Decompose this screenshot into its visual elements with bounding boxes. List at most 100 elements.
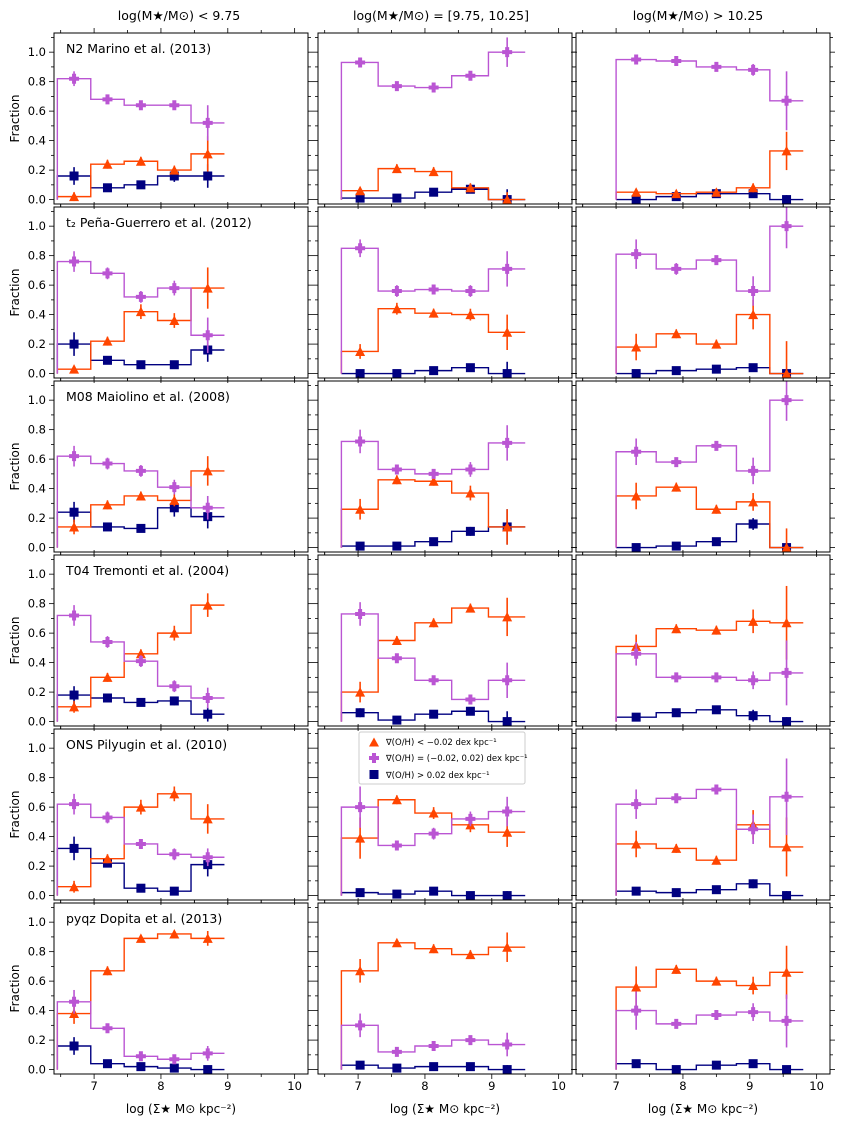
y-tick-label: 0.2 xyxy=(28,685,46,699)
marker-neg xyxy=(428,308,439,318)
marker-pos xyxy=(748,363,758,373)
marker-pos xyxy=(169,171,179,181)
marker-pos xyxy=(69,339,79,349)
marker-pos xyxy=(631,195,641,204)
marker-neg xyxy=(355,687,366,697)
panel-2-0: 0.0 0.2 0.4 0.6 0.8 1.0 M08 Maiolino et al. (2… xyxy=(28,376,313,557)
marker-neg xyxy=(781,617,792,628)
marker-flat xyxy=(748,1007,759,1018)
series-step-flat xyxy=(56,455,225,548)
marker-flat xyxy=(711,784,722,795)
marker-flat xyxy=(135,465,146,476)
marker-flat xyxy=(781,95,792,106)
y-axis-label: Fraction xyxy=(8,95,22,143)
marker-pos xyxy=(711,705,721,715)
marker-neg xyxy=(102,159,113,169)
marker-flat xyxy=(169,681,180,692)
series-step-flat xyxy=(340,806,526,896)
y-axis-label: Fraction xyxy=(8,443,22,491)
marker-neg xyxy=(502,521,513,532)
marker-neg xyxy=(711,339,722,349)
marker-pos xyxy=(102,1059,112,1069)
y-tick-label: 1.0 xyxy=(28,393,46,407)
marker-neg xyxy=(355,504,366,514)
marker-neg xyxy=(502,194,513,204)
marker-pos xyxy=(671,541,681,551)
marker-neg xyxy=(391,163,402,174)
marker-flat xyxy=(202,502,213,513)
marker-neg xyxy=(102,336,113,346)
marker-neg xyxy=(502,942,513,952)
marker-flat xyxy=(428,468,439,479)
marker-neg xyxy=(631,838,642,849)
series-step-neg xyxy=(56,470,225,548)
series-step-neg xyxy=(340,607,526,722)
marker-flat xyxy=(355,802,366,813)
plot-area xyxy=(56,251,225,374)
marker-neg xyxy=(711,855,722,865)
marker-flat xyxy=(391,1046,402,1057)
marker-neg xyxy=(631,982,642,992)
marker-neg xyxy=(748,616,759,626)
y-tick-label: 0.0 xyxy=(28,889,46,903)
marker-pos xyxy=(631,712,641,722)
plot-area xyxy=(340,425,526,551)
series-step-pos xyxy=(340,710,526,723)
marker-flat xyxy=(671,672,682,683)
marker-flat xyxy=(465,286,476,297)
panel-4-1 xyxy=(313,724,577,905)
plot-area xyxy=(56,593,225,722)
y-tick-label: 0.4 xyxy=(28,482,46,496)
panel-5-2: 7 8 9 10 xyxy=(571,898,835,1093)
marker-pos xyxy=(136,523,146,533)
marker-flat xyxy=(502,675,513,686)
marker-pos xyxy=(69,843,79,853)
marker-neg xyxy=(391,937,402,948)
series-step-flat xyxy=(56,614,225,722)
marker-pos xyxy=(136,883,146,893)
marker-flat xyxy=(748,824,759,835)
marker-neg xyxy=(671,482,682,492)
marker-neg xyxy=(748,182,759,193)
marker-neg xyxy=(355,833,366,843)
marker-neg xyxy=(69,701,80,712)
panel-title: M08 Maiolino et al. (2008) xyxy=(66,389,230,404)
marker-neg xyxy=(748,980,759,991)
marker-pos xyxy=(69,690,79,700)
legend-label-pos: ∇(O/H) > 0.02 dex kpc⁻¹ xyxy=(385,771,490,781)
marker-neg xyxy=(671,188,682,199)
marker-flat xyxy=(169,1054,180,1065)
y-tick-label: 0.8 xyxy=(28,249,46,263)
marker-neg xyxy=(671,843,682,853)
panel-frame xyxy=(53,380,309,553)
series-step-flat xyxy=(615,788,804,896)
plot-area xyxy=(340,239,526,378)
marker-flat xyxy=(391,286,402,297)
marker-neg xyxy=(202,148,213,159)
panel-title: pyqz Dopita et al. (2013) xyxy=(66,911,222,926)
marker-pos xyxy=(203,171,213,181)
marker-flat xyxy=(135,1051,146,1062)
marker-neg xyxy=(169,628,180,638)
marker-neg xyxy=(135,490,146,501)
marker-pos xyxy=(782,891,792,900)
plot-area xyxy=(615,945,804,1074)
marker-pos xyxy=(465,891,475,900)
panel-1-2 xyxy=(571,202,835,383)
legend-marker-flat xyxy=(369,753,379,763)
marker-flat xyxy=(502,806,513,817)
y-tick-label: 0.6 xyxy=(28,974,46,988)
panel-frame xyxy=(53,206,309,379)
marker-pos xyxy=(392,193,402,203)
marker-pos xyxy=(355,193,365,203)
marker-neg xyxy=(428,617,439,628)
marker-pos xyxy=(631,369,641,378)
marker-flat xyxy=(169,283,180,294)
panel-0-1 xyxy=(313,28,577,209)
x-tick-label: 7 xyxy=(354,1079,361,1093)
marker-flat xyxy=(102,94,113,105)
marker-flat xyxy=(711,255,722,266)
marker-pos xyxy=(169,1063,179,1073)
marker-pos xyxy=(392,715,402,725)
marker-neg xyxy=(465,488,476,498)
